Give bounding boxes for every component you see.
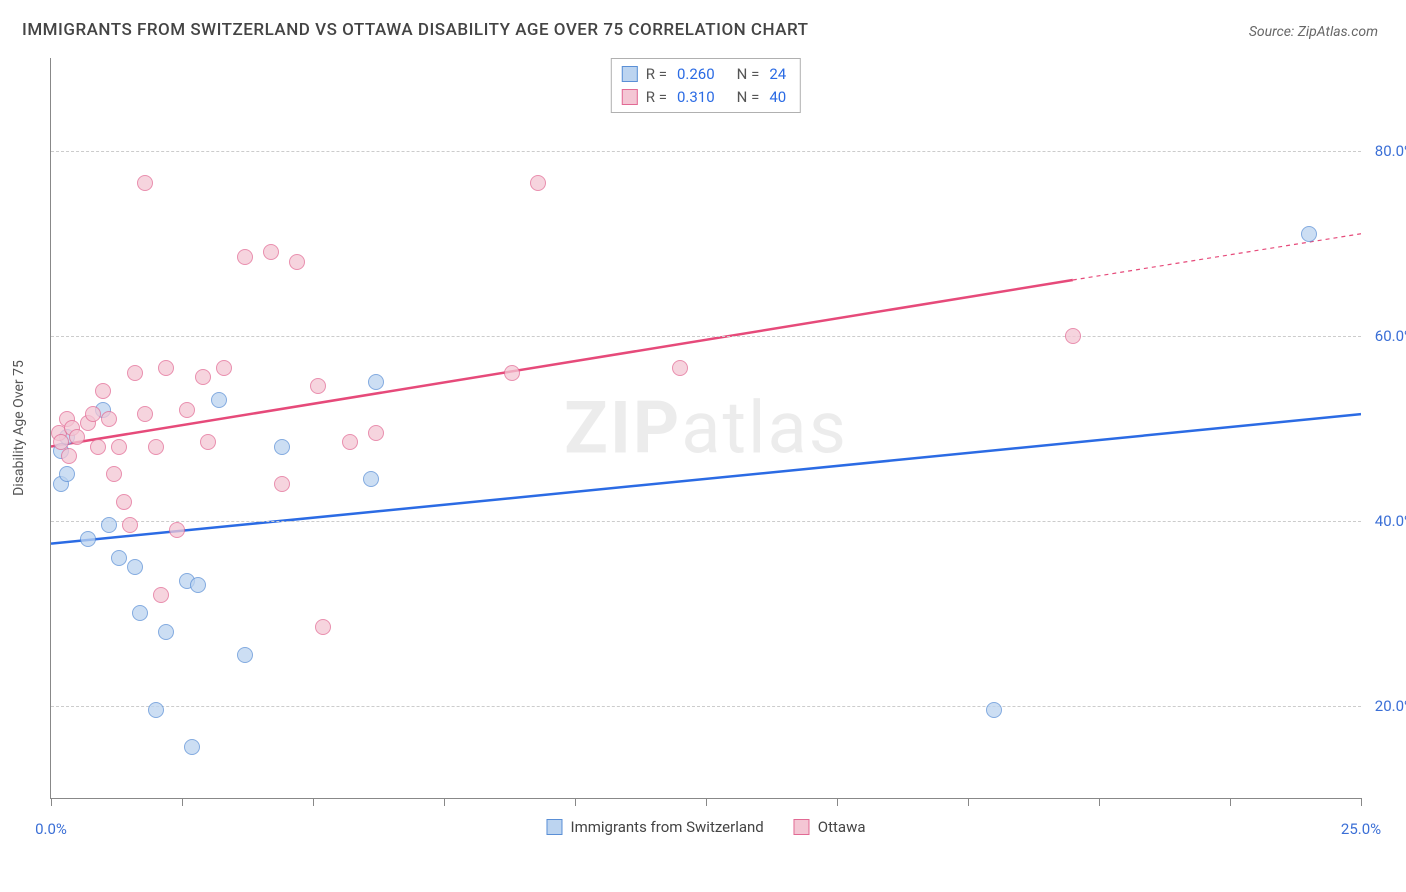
source-attribution: Source: ZipAtlas.com <box>1249 24 1378 40</box>
watermark: ZIPatlas <box>564 386 848 471</box>
x-tick-label: 0.0% <box>35 820 67 838</box>
y-tick-label: 40.0% <box>1367 512 1406 530</box>
y-tick-label: 20.0% <box>1367 697 1406 715</box>
scatter-point <box>310 378 326 394</box>
chart-title: IMMIGRANTS FROM SWITZERLAND VS OTTAWA DI… <box>22 20 809 40</box>
scatter-point <box>148 439 164 455</box>
scatter-point <box>158 624 174 640</box>
stat-r-value: 0.260 <box>677 63 715 86</box>
scatter-point <box>59 466 75 482</box>
legend-swatch <box>622 89 638 105</box>
scatter-point <box>1065 328 1081 344</box>
scatter-point <box>111 550 127 566</box>
x-tick <box>837 798 838 806</box>
scatter-point <box>342 434 358 450</box>
scatter-point <box>368 425 384 441</box>
stat-label: R = <box>646 86 667 109</box>
stat-label: R = <box>646 63 667 86</box>
scatter-point <box>184 739 200 755</box>
legend-swatch <box>622 66 638 82</box>
x-tick <box>1099 798 1100 806</box>
scatter-point <box>61 448 77 464</box>
scatter-point <box>190 577 206 593</box>
scatter-point <box>69 429 85 445</box>
scatter-point <box>148 702 164 718</box>
scatter-point <box>274 476 290 492</box>
scatter-point <box>672 360 688 376</box>
legend-label: Ottawa <box>818 818 866 836</box>
legend-swatch <box>794 819 810 835</box>
legend-item: Immigrants from Switzerland <box>546 818 763 836</box>
scatter-point <box>368 374 384 390</box>
x-tick <box>706 798 707 806</box>
scatter-point <box>122 517 138 533</box>
scatter-point <box>315 619 331 635</box>
correlation-legend: R = 0.260 N = 24 R = 0.310 N = 40 <box>611 58 801 113</box>
scatter-point <box>101 411 117 427</box>
scatter-point <box>137 406 153 422</box>
scatter-point <box>289 254 305 270</box>
scatter-point <box>85 406 101 422</box>
stat-r-value: 0.310 <box>677 86 715 109</box>
scatter-point <box>530 175 546 191</box>
legend-item: Ottawa <box>794 818 866 836</box>
x-tick <box>444 798 445 806</box>
scatter-point <box>179 402 195 418</box>
trend-lines-layer <box>51 58 1361 798</box>
scatter-point <box>363 471 379 487</box>
x-tick <box>182 798 183 806</box>
scatter-point <box>137 175 153 191</box>
scatter-point <box>211 392 227 408</box>
scatter-point <box>106 466 122 482</box>
scatter-point <box>127 365 143 381</box>
y-axis-title: Disability Age Over 75 <box>11 360 27 496</box>
scatter-point <box>101 517 117 533</box>
scatter-point <box>200 434 216 450</box>
x-tick <box>51 798 52 806</box>
gridline <box>51 336 1361 337</box>
stat-label: N = <box>737 86 760 109</box>
stat-n-value: 24 <box>769 63 786 86</box>
chart-plot-area: Disability Age Over 75 ZIPatlas R =0.260… <box>50 58 1361 799</box>
scatter-point <box>274 439 290 455</box>
scatter-point <box>237 647 253 663</box>
x-tick <box>313 798 314 806</box>
scatter-point <box>111 439 127 455</box>
scatter-point <box>132 605 148 621</box>
scatter-point <box>116 494 132 510</box>
legend-stat-row: R = 0.310 N = 40 <box>622 86 786 109</box>
scatter-point <box>263 244 279 260</box>
y-tick-label: 80.0% <box>1367 142 1406 160</box>
scatter-point <box>127 559 143 575</box>
x-tick <box>1361 798 1362 806</box>
stat-n-value: 40 <box>769 86 786 109</box>
series-legend: Immigrants from Switzerland Ottawa <box>546 818 865 836</box>
x-tick <box>1230 798 1231 806</box>
x-tick <box>968 798 969 806</box>
scatter-point <box>169 522 185 538</box>
scatter-point <box>986 702 1002 718</box>
gridline <box>51 521 1361 522</box>
y-tick-label: 60.0% <box>1367 327 1406 345</box>
scatter-point <box>90 439 106 455</box>
scatter-point <box>80 531 96 547</box>
scatter-point <box>195 369 211 385</box>
scatter-point <box>216 360 232 376</box>
scatter-point <box>95 383 111 399</box>
scatter-point <box>158 360 174 376</box>
legend-swatch <box>546 819 562 835</box>
gridline <box>51 151 1361 152</box>
scatter-point <box>153 587 169 603</box>
gridline <box>51 706 1361 707</box>
stat-label: N = <box>737 63 760 86</box>
x-tick <box>575 798 576 806</box>
legend-stat-row: R = 0.260 N = 24 <box>622 63 786 86</box>
scatter-point <box>237 249 253 265</box>
scatter-point <box>1301 226 1317 242</box>
x-tick-label: 25.0% <box>1341 820 1381 838</box>
legend-label: Immigrants from Switzerland <box>570 818 763 836</box>
scatter-point <box>504 365 520 381</box>
